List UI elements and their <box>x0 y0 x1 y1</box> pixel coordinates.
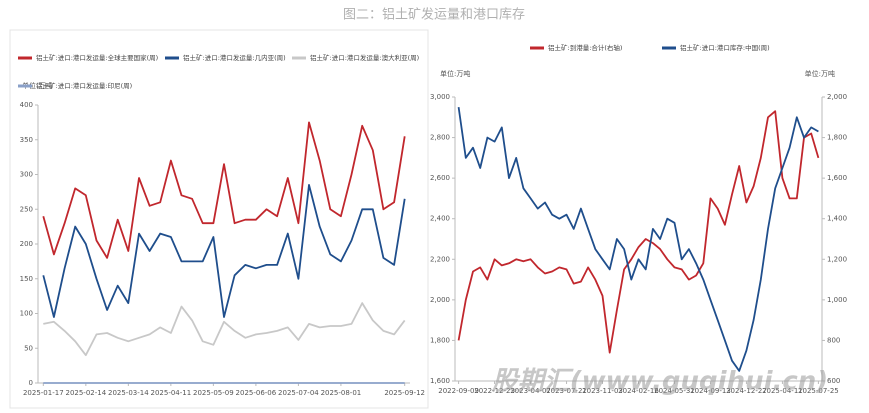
x-tick-label: 2022-09-09 <box>438 387 479 395</box>
y2-tick-label: 600 <box>827 377 840 385</box>
x-tick-label: 2025-01-17 <box>23 389 64 397</box>
y-tick-label: 2,600 <box>430 174 450 182</box>
y2-tick-label: 1,400 <box>827 215 847 223</box>
x-tick-label: 2025-07-25 <box>798 387 839 395</box>
panel-frame <box>9 29 429 409</box>
y-tick-label: 1,800 <box>430 336 450 344</box>
series-line <box>457 110 820 354</box>
legend-label: 铝土矿:到港量:合计(右轴) <box>548 43 622 52</box>
y2-tick-label: 1,800 <box>827 134 847 142</box>
y-tick-label: 2,400 <box>430 215 450 223</box>
y-tick-label: 400 <box>20 101 33 109</box>
x-tick-label: 2024-12-27 <box>726 387 767 395</box>
y-tick-label: 0 <box>29 379 33 387</box>
page-title: 图二：铝土矿发运量和港口库存 <box>343 7 525 23</box>
y2-tick-label: 1,600 <box>827 174 847 182</box>
x-tick-label: 2024-02-16 <box>618 387 659 395</box>
x-tick-label: 2024-05-31 <box>654 387 695 395</box>
y-tick-label: 3,000 <box>430 93 450 101</box>
x-tick-label: 2025-04-11 <box>151 389 192 397</box>
y-tick-label: 150 <box>20 275 33 283</box>
series-line <box>43 302 406 357</box>
x-tick-label: 2025-09-12 <box>384 389 425 397</box>
legend-label: 铝土矿:进口:港口发运量:澳大利亚(周) <box>310 53 419 62</box>
x-tick-label: 2025-06-06 <box>236 389 277 397</box>
legend-label: 铝土矿:进口:港口发运量:几内亚(周) <box>183 53 286 62</box>
y-tick-label: 200 <box>20 240 33 248</box>
legend-label: 铝土矿:进口:港口库存:中国(周) <box>680 43 770 52</box>
x-tick-label: 2025-03-14 <box>108 389 149 397</box>
y-tick-label: 300 <box>20 171 33 179</box>
x-tick-label: 2025-07-04 <box>278 389 319 397</box>
y2-tick-label: 2,000 <box>827 93 847 101</box>
unit-label: 单位:万吨 <box>805 69 835 78</box>
y-tick-label: 2,000 <box>430 296 450 304</box>
y2-tick-label: 1,000 <box>827 296 847 304</box>
y-tick-label: 250 <box>20 205 33 213</box>
unit-label: 单位:万吨 <box>440 69 470 78</box>
y-tick-label: 2,200 <box>430 255 450 263</box>
legend-label: 铝土矿:进口:港口发运量:全球主要国家(周) <box>36 53 158 62</box>
y-tick-label: 50 <box>24 344 33 352</box>
x-tick-label: 2022-12-23 <box>474 387 515 395</box>
x-tick-label: 2023-11-03 <box>582 387 623 395</box>
x-tick-label: 2025-08-01 <box>321 389 362 397</box>
y2-tick-label: 800 <box>827 336 840 344</box>
y2-tick-label: 1,200 <box>827 255 847 263</box>
x-tick-label: 2024-09-13 <box>690 387 731 395</box>
x-tick-label: 2025-02-14 <box>65 389 106 397</box>
series-line <box>42 121 406 259</box>
unit-label: 单位:万吨 <box>22 81 52 90</box>
x-tick-label: 2025-04-11 <box>762 387 803 395</box>
x-tick-label: 2025-05-09 <box>193 389 234 397</box>
y-tick-label: 350 <box>20 136 33 144</box>
series-line <box>42 184 406 318</box>
y-tick-label: 1,600 <box>430 377 450 385</box>
series-line <box>457 106 819 372</box>
watermark: 股期汇(www.guqihui.cn) <box>491 367 828 397</box>
legend-label: 铝土矿:进口:港口发运量:印尼(周) <box>36 81 132 90</box>
y-tick-label: 100 <box>20 310 33 318</box>
x-tick-label: 2023-07-21 <box>546 387 587 395</box>
x-tick-label: 2023-04-07 <box>510 387 551 395</box>
y-tick-label: 2,800 <box>430 134 450 142</box>
